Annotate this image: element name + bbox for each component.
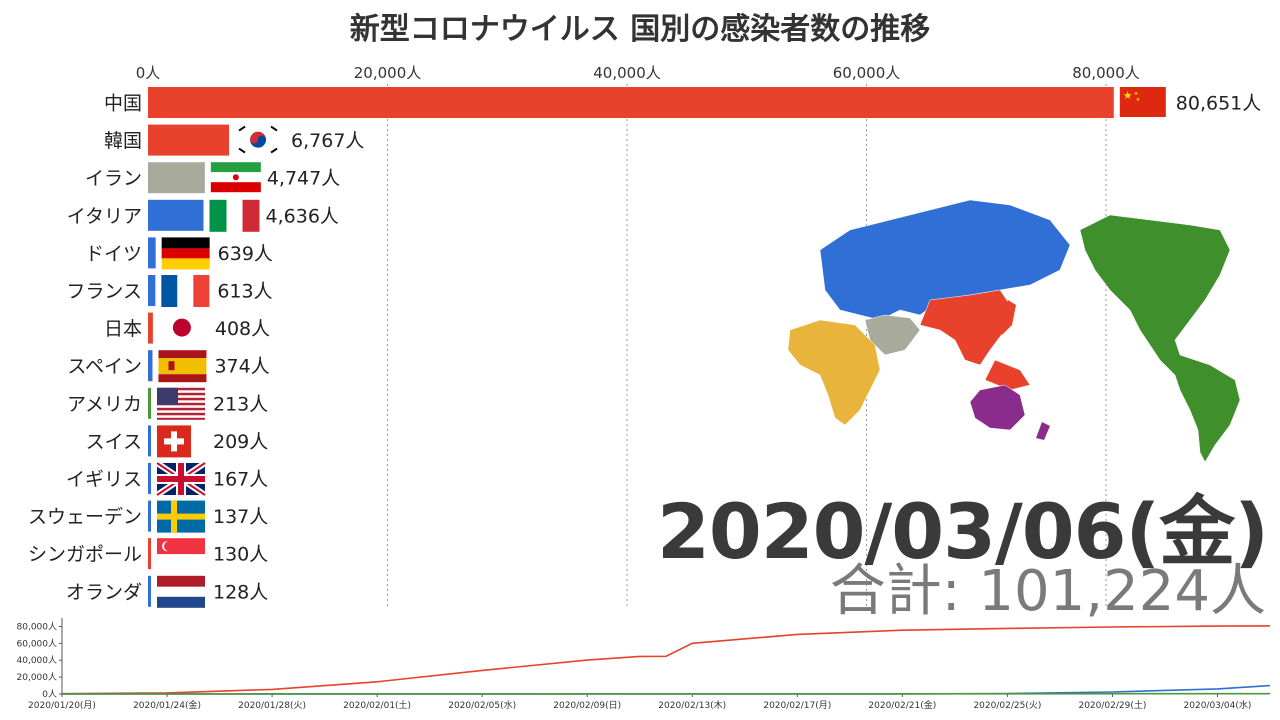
category-label: イラン xyxy=(85,168,142,190)
map-region-new-zealand xyxy=(1036,422,1050,440)
x-tick-label: 2020/02/09(日) xyxy=(553,700,621,711)
y-tick-label: 80,000人 xyxy=(17,621,58,632)
singapore-flag-icon xyxy=(157,538,205,571)
bar xyxy=(148,387,151,419)
spain-flag-icon xyxy=(158,350,207,383)
x-tick-label: 80,000人 xyxy=(1072,64,1140,82)
category-label: フランス xyxy=(66,281,142,303)
map-region-africa xyxy=(787,319,881,426)
map-region-americas xyxy=(1079,214,1241,463)
x-tick-label: 2020/02/01(土) xyxy=(343,699,411,711)
value-label: 4,747人 xyxy=(267,168,340,190)
bar xyxy=(148,575,151,607)
sweden-flag-icon xyxy=(157,500,205,533)
category-label: イギリス xyxy=(66,469,142,491)
value-label: 130人 xyxy=(213,544,268,566)
x-tick-label: 2020/03/04(水) xyxy=(1184,699,1252,711)
x-tick-label: 2020/01/24(金) xyxy=(133,699,201,711)
value-label: 167人 xyxy=(213,469,268,491)
value-label: 613人 xyxy=(217,281,272,303)
map-region-oceania xyxy=(969,384,1026,431)
bar xyxy=(148,463,151,494)
bar xyxy=(148,87,1114,118)
value-label: 6,767人 xyxy=(291,130,364,152)
y-tick-label: 0人 xyxy=(42,689,57,700)
x-tick-label: 2020/02/21(金) xyxy=(868,699,936,711)
bar xyxy=(148,124,230,156)
x-tick-label: 2020/02/13(木) xyxy=(658,699,726,711)
value-label: 209人 xyxy=(213,431,268,453)
bar-chart: ★ ★★ 0人 20,000人 40,000人 60,000人 80,000人 中国 80,… xyxy=(28,64,1261,608)
x-tick-label: 20,000人 xyxy=(354,64,422,82)
x-tick-label: 2020/02/05(水) xyxy=(448,699,516,711)
bar xyxy=(148,500,151,532)
iran-flag-icon xyxy=(210,162,261,193)
value-label: 213人 xyxy=(213,393,268,415)
y-tick-label: 60,000人 xyxy=(17,638,58,649)
value-label: 80,651人 xyxy=(1176,93,1261,115)
series-line xyxy=(61,625,1271,695)
netherlands-flag-icon xyxy=(157,575,205,608)
bar xyxy=(148,538,151,570)
category-label: 日本 xyxy=(104,318,142,340)
category-label: イタリア xyxy=(67,205,142,227)
value-label: 639人 xyxy=(218,243,273,265)
value-label: 4,636人 xyxy=(266,205,339,227)
date-display: 2020/03/06(金) xyxy=(656,487,1269,576)
france-flag-icon xyxy=(161,275,210,307)
bar xyxy=(148,237,156,269)
category-label: アメリカ xyxy=(67,393,142,415)
bar xyxy=(148,350,153,382)
x-tick-label: 2020/01/20(月) xyxy=(28,700,96,711)
x-tick-label: 40,000人 xyxy=(593,64,661,82)
category-label: 中国 xyxy=(104,93,142,115)
usa-flag-icon xyxy=(157,387,205,420)
x-tick-label: 60,000人 xyxy=(833,64,901,82)
bar xyxy=(148,162,205,194)
x-tick-label: 0人 xyxy=(136,64,161,82)
category-label: スペイン xyxy=(67,356,142,378)
line-chart: 0人 20,000人 40,000人 60,000人 80,000人 2020/01/20… xyxy=(17,618,1271,711)
category-label: 韓国 xyxy=(104,130,142,152)
x-tick-label: 2020/01/28(火) xyxy=(238,700,306,711)
category-label: ドイツ xyxy=(85,243,142,265)
value-label: 408人 xyxy=(215,318,270,340)
x-tick-label: 2020/02/17(月) xyxy=(763,700,831,711)
china-flag-icon xyxy=(1119,87,1166,117)
switzerland-flag-icon xyxy=(157,425,191,458)
germany-flag-icon xyxy=(161,237,210,270)
korea-flag-icon xyxy=(234,123,283,156)
category-label: シンガポール xyxy=(28,544,142,566)
bar xyxy=(148,199,204,231)
y-tick-label: 20,000人 xyxy=(17,672,58,683)
world-map xyxy=(787,199,1241,463)
value-label: 137人 xyxy=(213,506,268,528)
italy-flag-icon xyxy=(209,199,260,232)
map-region-europe-asia-north xyxy=(819,199,1071,321)
category-label: オランダ xyxy=(66,581,142,603)
total-display: 合計: 101,224人 xyxy=(829,559,1266,624)
chart-title: 新型コロナウイルス 国別の感染者数の推移 xyxy=(349,12,931,47)
x-tick-label: 2020/02/25(火) xyxy=(973,700,1041,711)
x-tick-label: 2020/02/29(土) xyxy=(1078,699,1146,711)
category-label: スウェーデン xyxy=(28,506,142,528)
category-label: スイス xyxy=(86,431,142,453)
bar xyxy=(148,275,156,306)
value-label: 128人 xyxy=(213,581,268,603)
map-region-east-asia xyxy=(919,289,1031,391)
y-tick-label: 40,000人 xyxy=(17,655,58,666)
uk-flag-icon xyxy=(157,463,205,495)
map-region-japan xyxy=(1000,300,1016,335)
bar xyxy=(148,312,153,344)
japan-flag-icon xyxy=(158,312,205,343)
value-label: 374人 xyxy=(214,356,269,378)
bar xyxy=(148,425,151,457)
